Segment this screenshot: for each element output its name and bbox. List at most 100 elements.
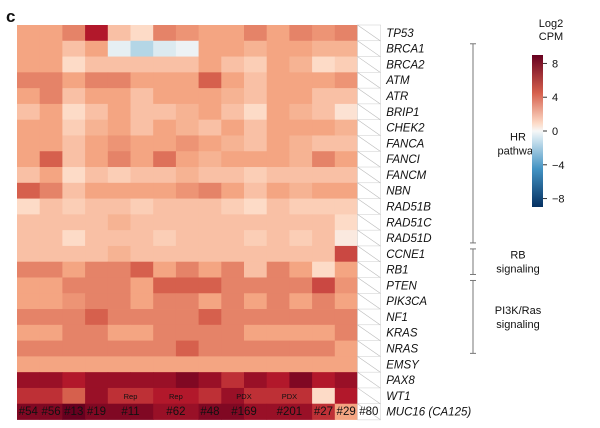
cell-emsy-col-2 xyxy=(39,356,63,373)
cell-atr-col-11 xyxy=(244,88,268,105)
cell-rad51d-col-1 xyxy=(17,230,41,247)
cell-ccne1-col-6 xyxy=(130,245,154,263)
cell-tp53-col-1 xyxy=(17,25,41,42)
cell-kras-col-10 xyxy=(221,324,245,341)
cell-nbn-col-3 xyxy=(62,182,86,199)
cell-fancm-col-4 xyxy=(85,167,109,184)
cell-rad51d-col-15 xyxy=(334,230,358,247)
cell-fancm-col-12 xyxy=(266,167,290,184)
colorbar-tick-label: −4 xyxy=(552,160,565,172)
cell-muc16-ca125-col-1 xyxy=(17,403,41,420)
cell-kras-col-5 xyxy=(107,324,131,341)
cell-nf1-col-1 xyxy=(17,309,41,326)
cell-rad51d-col-6 xyxy=(130,230,154,247)
cell-wt1-col-15 xyxy=(334,387,358,405)
cell-wt1-col-4 xyxy=(85,387,109,405)
cell-muc16-ca125-col-9 xyxy=(198,403,222,420)
empty-cell-mark xyxy=(357,135,381,152)
cell-pik3ca-col-8 xyxy=(175,293,199,310)
cell-nf1-col-9 xyxy=(198,309,222,326)
cell-rad51d-col-7 xyxy=(153,230,177,247)
sample-labels: #54 #56 #13 #19 #11 #62 #48 #169 #201 #27 #29 #80 xyxy=(19,406,379,418)
cell-rad51b-col-5 xyxy=(107,198,131,215)
cell-pax8-col-14 xyxy=(312,372,336,389)
cell-nras-col-7 xyxy=(153,340,177,357)
cell-wt1-col-2 xyxy=(39,387,63,405)
annotation-pdx-4: PDX xyxy=(282,392,297,401)
cell-fancm-col-2 xyxy=(39,167,63,184)
cell-rad51d-col-3 xyxy=(62,230,86,247)
cell-muc16-ca125-col-11 xyxy=(244,403,268,420)
cell-tp53-col-3 xyxy=(62,25,86,42)
gene-label-fanca: FANCA xyxy=(386,138,424,150)
cell-nf1-col-11 xyxy=(244,309,268,326)
cell-nf1-col-2 xyxy=(39,309,63,326)
cell-rad51b-col-11 xyxy=(244,198,268,215)
cell-rad51d-col-9 xyxy=(198,230,222,247)
cell-pten-col-5 xyxy=(107,277,131,294)
cell-brca1-col-2 xyxy=(39,40,63,57)
cell-atr-col-14 xyxy=(312,88,336,105)
cell-tp53-col-14 xyxy=(312,25,336,42)
sample-label-54: #54 xyxy=(19,406,39,418)
cell-brip1-col-15 xyxy=(334,103,358,121)
cell-ccne1-col-3 xyxy=(62,245,86,263)
group-label-hr-pathway-line-2: pathway xyxy=(498,145,539,157)
cell-nras-col-9 xyxy=(198,340,222,357)
cell-brca2-col-6 xyxy=(130,56,154,73)
colorbar-tick-label: 4 xyxy=(552,92,558,104)
sample-annotations: Rep Rep PDX PDX xyxy=(124,392,297,401)
cell-brca1-col-8 xyxy=(175,40,199,57)
cell-rad51d-col-11 xyxy=(244,230,268,247)
cell-rad51c-col-14 xyxy=(312,214,336,231)
colorbar-title-line-2: CPM xyxy=(539,31,563,43)
cell-atm-col-11 xyxy=(244,72,268,89)
cell-nras-col-5 xyxy=(107,340,131,357)
cell-rb1-col-5 xyxy=(107,261,131,278)
cell-fancm-col-6 xyxy=(130,167,154,184)
pathway-brackets: HR pathway RB signaling PI3K/Ras signaling xyxy=(470,43,542,354)
cell-nras-col-2 xyxy=(39,340,63,357)
cell-pax8-col-8 xyxy=(175,372,199,389)
cell-muc16-ca125-col-15 xyxy=(334,403,358,420)
cell-rb1-col-3 xyxy=(62,261,86,278)
cell-fanca-col-10 xyxy=(221,135,245,152)
cell-pten-col-2 xyxy=(39,277,63,294)
cell-pten-col-14 xyxy=(312,277,336,294)
cell-brca1-col-12 xyxy=(266,40,290,57)
sample-label-13: #13 xyxy=(64,406,83,418)
cell-wt1-col-13 xyxy=(289,387,313,405)
cell-fanca-col-3 xyxy=(62,135,86,152)
cell-rad51c-col-10 xyxy=(221,214,245,231)
gene-label-nbn: NBN xyxy=(386,186,411,198)
cell-kras-col-11 xyxy=(244,324,268,341)
cell-rb1-col-15 xyxy=(334,261,358,278)
cell-atr-col-4 xyxy=(85,88,109,105)
cell-fanci-col-7 xyxy=(153,151,177,168)
gene-label-chek2: CHEK2 xyxy=(386,123,425,135)
cell-pten-col-10 xyxy=(221,277,245,294)
gene-label-tp53: TP53 xyxy=(386,28,414,40)
cell-emsy-col-10 xyxy=(221,356,245,373)
cell-pten-col-1 xyxy=(17,277,41,294)
cell-rad51c-col-9 xyxy=(198,214,222,231)
cell-rad51b-col-3 xyxy=(62,198,86,215)
cell-pik3ca-col-4 xyxy=(85,293,109,310)
cell-chek2-col-7 xyxy=(153,119,177,136)
cell-brca1-col-9 xyxy=(198,40,222,57)
colorbar-tick-label: 8 xyxy=(552,58,558,70)
annotation-pdx-3: PDX xyxy=(236,392,251,401)
cell-chek2-col-4 xyxy=(85,119,109,136)
cell-pik3ca-col-6 xyxy=(130,293,154,310)
cell-nras-col-1 xyxy=(17,340,41,357)
cell-pax8-col-3 xyxy=(62,372,86,389)
cell-nras-col-13 xyxy=(289,340,313,357)
cell-nbn-col-1 xyxy=(17,182,41,199)
cell-kras-col-14 xyxy=(312,324,336,341)
cell-atm-col-7 xyxy=(153,72,177,89)
cell-rad51c-col-8 xyxy=(175,214,199,231)
cell-atm-col-6 xyxy=(130,72,154,89)
cell-nbn-col-10 xyxy=(221,182,245,199)
cell-fanci-col-2 xyxy=(39,151,63,168)
cell-brip1-col-14 xyxy=(312,103,336,121)
